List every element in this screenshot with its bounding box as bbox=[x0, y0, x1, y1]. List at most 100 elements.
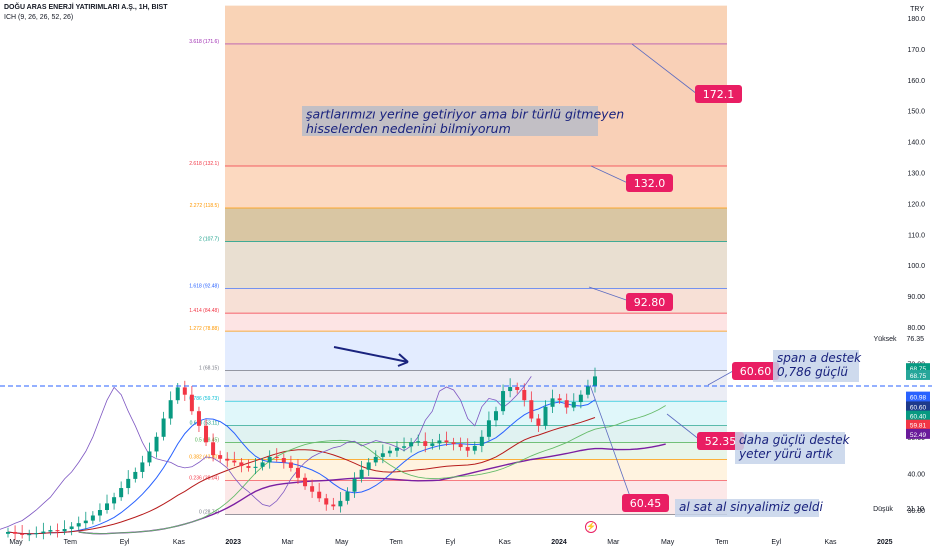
fib-label: 0.786 (59.73) bbox=[189, 396, 219, 402]
candle-body bbox=[359, 469, 364, 479]
candle-body bbox=[182, 387, 187, 395]
callout-leader bbox=[590, 165, 631, 185]
y-tick-label: 150.0 bbox=[907, 109, 925, 116]
candle-body bbox=[409, 442, 414, 447]
candle-body bbox=[430, 443, 435, 446]
chikou-line bbox=[0, 376, 532, 530]
candle-body bbox=[387, 450, 392, 454]
candle-body bbox=[571, 402, 576, 408]
price-badge-label: 68.75 bbox=[910, 366, 927, 373]
notes: şartlarımızı yerine getiriyor ama bir tü… bbox=[302, 106, 862, 517]
price-badge bbox=[906, 410, 930, 421]
note-signal-box bbox=[675, 499, 819, 517]
note-support-text: yeter yürü artık bbox=[738, 447, 834, 461]
candle-body bbox=[472, 445, 477, 451]
candle-body bbox=[76, 523, 81, 527]
price-badge-label: 59.81 bbox=[910, 423, 927, 430]
candle-body bbox=[20, 533, 25, 535]
fib-zone-top bbox=[225, 5, 727, 44]
x-tick-label: Kas bbox=[824, 539, 837, 546]
callout-label: 60.45 bbox=[630, 497, 662, 510]
currency-label: TRY bbox=[910, 6, 924, 13]
indicator-legend[interactable]: ICH (9, 26, 26, 52, 26) bbox=[4, 14, 74, 21]
x-tick-label: 2025 bbox=[877, 539, 893, 546]
candle-body bbox=[585, 386, 590, 395]
price-badge bbox=[906, 401, 930, 412]
note-span-text: span a destek bbox=[777, 351, 862, 365]
candle-body bbox=[310, 486, 315, 492]
x-tick-label: May bbox=[9, 539, 23, 546]
candle-body bbox=[380, 453, 385, 457]
candle-body bbox=[168, 400, 173, 419]
candle-body bbox=[260, 462, 265, 467]
candle-body bbox=[267, 456, 272, 463]
candle-body bbox=[246, 466, 251, 468]
x-tick-label: Mar bbox=[607, 539, 620, 546]
note-span-text: 0,786 güçlü bbox=[777, 365, 848, 379]
callout-box bbox=[622, 494, 669, 512]
x-tick-label: Eyl bbox=[120, 539, 130, 546]
x-tick-label: Kas bbox=[173, 539, 186, 546]
y-tick-label: 110.0 bbox=[908, 232, 925, 239]
y-tick-label: 170.0 bbox=[907, 47, 925, 54]
fib-label: 0.382 (43.80) bbox=[189, 454, 219, 460]
candle-body bbox=[557, 398, 562, 401]
x-tick-label: May bbox=[335, 539, 349, 546]
x-tick-label: Eyl bbox=[771, 539, 781, 546]
candle-body bbox=[196, 411, 201, 426]
price-badge bbox=[906, 369, 930, 380]
y-tick-label: 180.0 bbox=[907, 16, 925, 23]
candle-body bbox=[529, 400, 534, 419]
fib-zone bbox=[225, 313, 727, 332]
candle-body bbox=[175, 387, 180, 401]
kijun-line bbox=[7, 417, 596, 535]
candle-body bbox=[6, 531, 10, 534]
candle-body bbox=[211, 442, 216, 456]
high-value: 76.35 bbox=[906, 336, 924, 343]
callout-label: 92.80 bbox=[634, 296, 666, 309]
y-tick-label: 80.00 bbox=[907, 325, 925, 332]
x-tick-label: May bbox=[661, 539, 675, 546]
candle-body bbox=[458, 444, 463, 448]
price-badge-label: 60.60 bbox=[910, 404, 927, 411]
candle-body bbox=[34, 533, 39, 535]
fib-zone bbox=[225, 401, 727, 426]
lightning-icon[interactable]: ⚡ bbox=[585, 521, 597, 533]
y-tick-label: 160.0 bbox=[907, 78, 925, 85]
fib-zone bbox=[225, 331, 727, 371]
price-badge bbox=[906, 391, 930, 402]
note-signal-text: al sat al sinyalimiz geldi bbox=[679, 500, 824, 514]
callout-leader bbox=[707, 370, 734, 386]
candle-body bbox=[366, 462, 371, 470]
candle-body bbox=[324, 498, 329, 505]
candle-body bbox=[543, 406, 548, 426]
candle-body bbox=[112, 497, 117, 504]
fib-label: 1.272 (78.88) bbox=[189, 326, 219, 332]
y-tick-label: 100.0 bbox=[907, 263, 925, 270]
candle-body bbox=[288, 462, 293, 468]
note-support-text: daha güçlü destek bbox=[739, 433, 851, 447]
candle-body bbox=[416, 441, 421, 443]
trend-arrow bbox=[333, 346, 409, 363]
callout-label: 132.0 bbox=[634, 177, 666, 190]
candle-body bbox=[239, 462, 244, 467]
candle-body bbox=[133, 471, 138, 479]
candle-body bbox=[253, 466, 258, 468]
candle-body bbox=[465, 447, 470, 451]
price-badge-label: 52.49 bbox=[910, 432, 927, 439]
candle-body bbox=[578, 394, 583, 403]
candle-body bbox=[41, 531, 46, 534]
low-value: 21.10 bbox=[906, 506, 924, 513]
candle-body bbox=[345, 491, 350, 501]
candle-body bbox=[161, 418, 166, 437]
note-support-box bbox=[735, 432, 845, 464]
candle-body bbox=[451, 442, 456, 445]
candle-body bbox=[593, 376, 597, 387]
fib-label: 0 (28.74) bbox=[199, 510, 219, 516]
y-tick-label: 90.00 bbox=[907, 294, 925, 301]
fib-label: 2.272 (118.5) bbox=[190, 203, 220, 209]
candles bbox=[6, 367, 597, 542]
callout-label: 52.35 bbox=[705, 435, 737, 448]
candle-body bbox=[501, 391, 506, 412]
candle-body bbox=[338, 500, 343, 507]
